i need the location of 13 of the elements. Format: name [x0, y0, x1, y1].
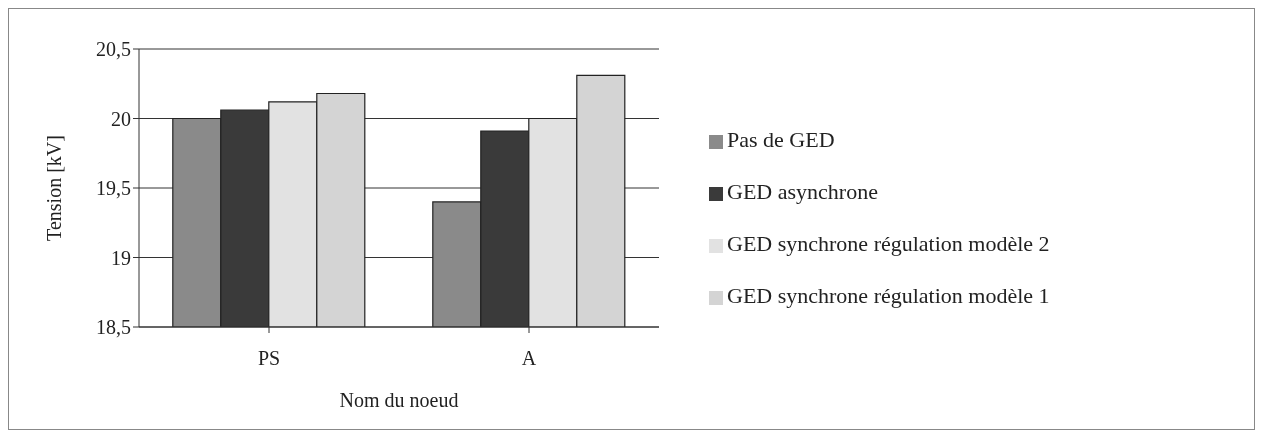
legend-label: GED synchrone régulation modèle 2 — [727, 231, 1050, 256]
y-tick-label: 19 — [111, 246, 131, 269]
legend-label: GED asynchrone — [727, 179, 878, 204]
x-axis-title: Nom du noeud — [339, 389, 459, 411]
legend-label: GED synchrone régulation modèle 1 — [727, 283, 1050, 308]
y-tick-label: 20,5 — [96, 38, 131, 61]
x-tick-label: PS — [257, 347, 281, 370]
legend-label: Pas de GED — [727, 127, 835, 152]
y-tick-label: 19,5 — [96, 177, 131, 200]
y-tick-label: 20 — [111, 107, 131, 130]
y-axis-title: Tension [kV] — [43, 135, 66, 241]
x-tick-label: A — [521, 347, 537, 370]
y-tick-label: 18,5 — [96, 316, 131, 339]
